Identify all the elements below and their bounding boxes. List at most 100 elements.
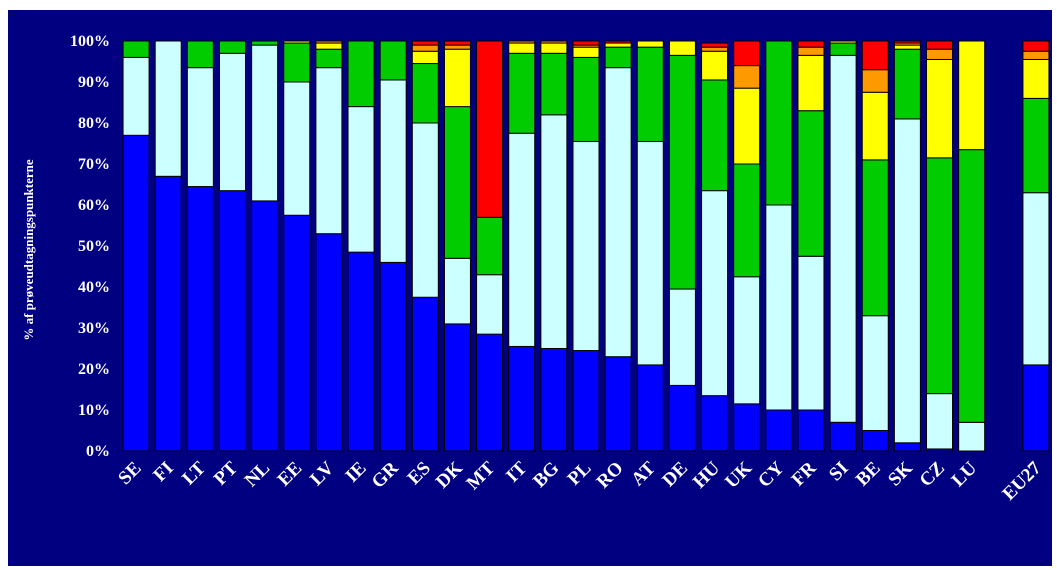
bar-segment-se-s1 xyxy=(122,56,150,136)
bar-segment-lv-s3 xyxy=(315,42,343,50)
bar-segment-sk-s2 xyxy=(893,48,921,120)
bar-segment-mt-s2 xyxy=(476,216,504,276)
bar-segment-es-s2 xyxy=(411,63,439,124)
bar-segment-lv-s1 xyxy=(315,67,343,235)
bar-segment-fr-s5 xyxy=(797,40,825,48)
bar-segment-be-s3 xyxy=(861,91,889,161)
x-tick-label-cz: CZ xyxy=(916,458,950,492)
bar-segment-se-s0 xyxy=(122,134,150,452)
bar-segment-fr-s1 xyxy=(797,255,825,411)
bar-segment-mt-s5 xyxy=(476,40,504,218)
bar-segment-si-s3 xyxy=(829,40,857,44)
bar-segment-pt-s1 xyxy=(218,52,246,192)
bar-segment-it-s3 xyxy=(508,42,536,54)
bar-segment-ee-s0 xyxy=(283,214,311,452)
bar-segment-fi-s0 xyxy=(154,175,182,452)
bar-segment-dk-s1 xyxy=(443,257,471,325)
bar-segment-at-s0 xyxy=(636,364,664,452)
bar-segment-fr-s2 xyxy=(797,110,825,257)
bar-segment-dk-s5 xyxy=(443,40,471,46)
plot-area xyxy=(122,40,1050,452)
bar-segment-uk-s3 xyxy=(733,87,761,165)
bar-segment-hu-s3 xyxy=(701,50,729,81)
bar-segment-ee-s2 xyxy=(283,42,311,83)
bar-segment-hu-s1 xyxy=(701,190,729,397)
bar-segment-sk-s0 xyxy=(893,442,921,452)
bar-segment-pl-s2 xyxy=(572,56,600,142)
bar-segment-at-s3 xyxy=(636,40,664,48)
bar-segment-lt-s1 xyxy=(186,67,214,188)
stacked-bar-chart: 0% 10% 20% 30% 40% 50% 60% 70% 80% 90% 100% SE FI LT… xyxy=(21,33,1050,505)
bar-segment-pt-s2 xyxy=(218,40,246,54)
bar-segment-gr-s1 xyxy=(379,79,407,263)
bar-segment-lt-s0 xyxy=(186,186,214,452)
bar-segment-es-s1 xyxy=(411,122,439,298)
y-tick-label: 50% xyxy=(78,238,110,255)
x-tick-label-de: DE xyxy=(658,458,692,492)
bar-segment-si-s0 xyxy=(829,421,857,452)
bar-segment-ro-s0 xyxy=(604,356,632,452)
bar-segment-hu-s4 xyxy=(701,46,729,52)
bar-segment-hu-s2 xyxy=(701,79,729,192)
bar-segment-gr-s2 xyxy=(379,40,407,81)
bar-segment-bg-s1 xyxy=(540,114,568,349)
bar-segment-mt-s0 xyxy=(476,333,504,452)
bar-segment-it-s0 xyxy=(508,345,536,452)
bar-segment-uk-s5 xyxy=(733,40,761,67)
bar-segment-cy-s2 xyxy=(765,40,793,206)
bar-segment-si-s1 xyxy=(829,54,857,423)
bar-segment-eu27-s0 xyxy=(1022,364,1050,452)
x-tick-label-hu: HU xyxy=(689,457,724,492)
bar-segment-at-s1 xyxy=(636,140,664,366)
bar-segment-it-s4 xyxy=(508,40,536,44)
bar-segment-nl-s1 xyxy=(251,44,279,202)
bar-segment-uk-s2 xyxy=(733,163,761,278)
x-tick-label-mt: MT xyxy=(463,457,500,494)
y-tick-label: 30% xyxy=(78,320,110,337)
bar-segment-se-s2 xyxy=(122,40,150,58)
bar-segment-de-s1 xyxy=(668,288,696,386)
bar-segment-eu27-s5 xyxy=(1022,40,1050,52)
bar-segment-eu27-s3 xyxy=(1022,58,1050,99)
bar-segment-cz-s5 xyxy=(926,40,954,50)
bar-segment-sk-s3 xyxy=(893,44,921,50)
x-tick-label-it: IT xyxy=(502,457,531,486)
bar-segment-cy-s0 xyxy=(765,409,793,452)
bar-segment-be-s2 xyxy=(861,159,889,317)
bar-segment-ee-s1 xyxy=(283,81,311,216)
bar-segment-es-s4 xyxy=(411,44,439,52)
x-tick-label-dk: DK xyxy=(432,458,467,493)
bar-segment-cy-s1 xyxy=(765,204,793,411)
bar-segment-hu-s5 xyxy=(701,42,729,48)
x-tick-label-sk: SK xyxy=(884,458,917,491)
bar-segment-ro-s1 xyxy=(604,67,632,358)
x-tick-label-se: SE xyxy=(114,458,145,489)
bar-segment-lu-s2 xyxy=(958,149,986,423)
bar-segment-uk-s0 xyxy=(733,403,761,452)
bar-segment-it-s1 xyxy=(508,132,536,347)
bar-segment-lv-s0 xyxy=(315,233,343,452)
y-tick-label: 60% xyxy=(78,197,110,214)
bar-segment-dk-s2 xyxy=(443,106,471,259)
y-tick-label: 100% xyxy=(70,33,110,50)
bar-segment-pl-s5 xyxy=(572,40,600,46)
y-tick-label: 0% xyxy=(86,443,110,460)
bar-segment-hu-s0 xyxy=(701,395,729,452)
bar-segment-lv-s2 xyxy=(315,48,343,69)
y-tick-label: 10% xyxy=(78,402,110,419)
y-tick-label: 80% xyxy=(78,115,110,132)
x-tick-label-es: ES xyxy=(404,458,435,489)
y-tick-label: 70% xyxy=(78,156,110,173)
bar-segment-be-s1 xyxy=(861,315,889,432)
x-tick-label-eu27: EU27 xyxy=(999,457,1046,504)
bar-segment-sk-s1 xyxy=(893,118,921,444)
bar-segment-gr-s0 xyxy=(379,261,407,452)
bar-segment-si-s2 xyxy=(829,42,857,56)
bar-segment-nl-s2 xyxy=(251,40,279,46)
bar-segment-be-s5 xyxy=(861,40,889,71)
bar-segment-ie-s1 xyxy=(347,106,375,253)
bar-segment-sk-s5 xyxy=(893,40,921,44)
bar-segment-lu-s3 xyxy=(958,40,986,151)
bar-segment-pt-s0 xyxy=(218,190,246,452)
bar-segment-be-s4 xyxy=(861,69,889,93)
